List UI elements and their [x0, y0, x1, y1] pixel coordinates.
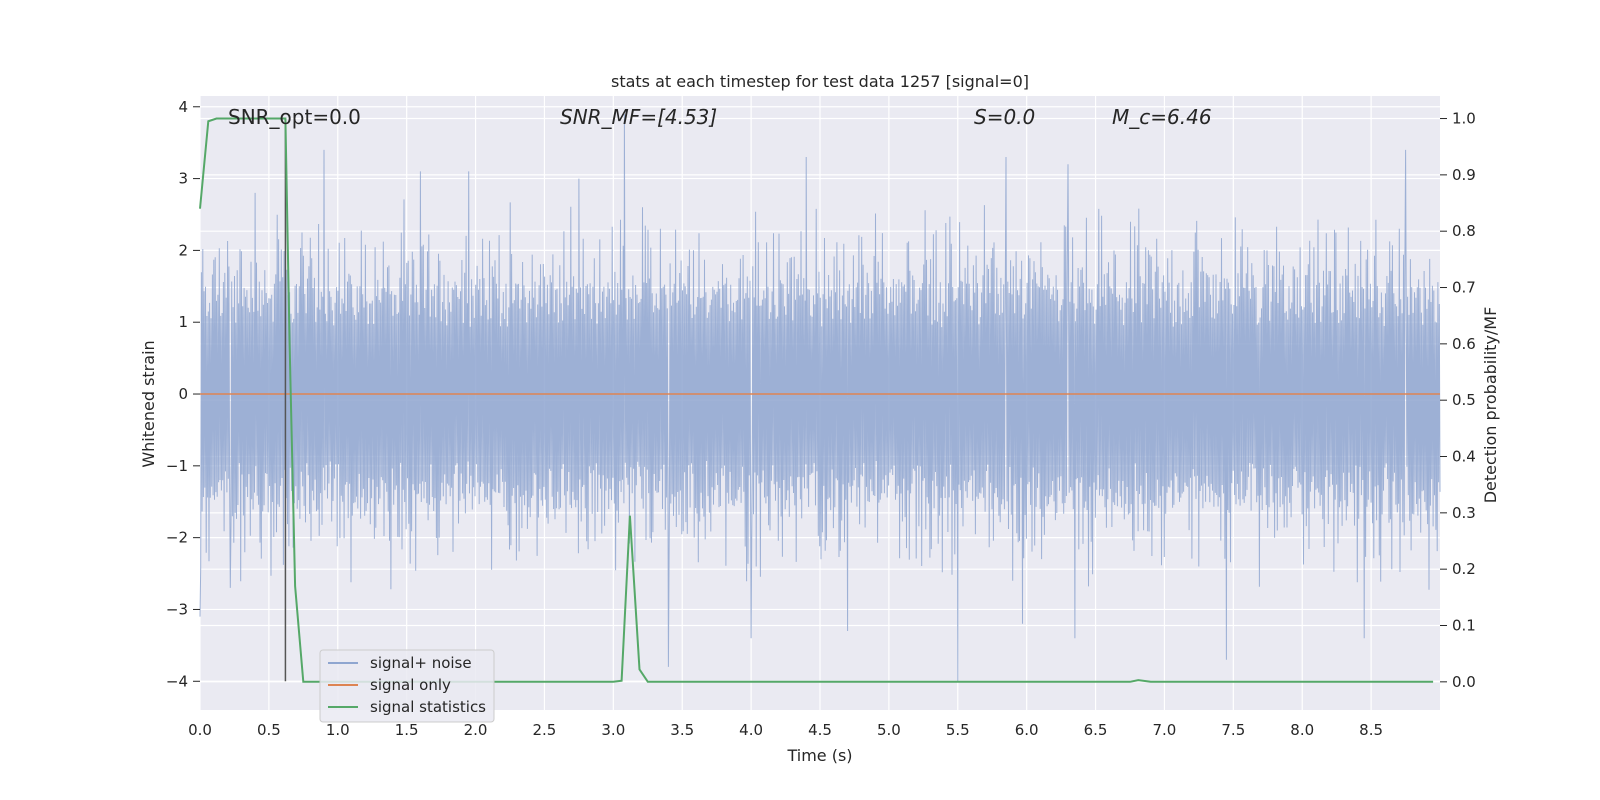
x-tick-label: 6.5 [1084, 721, 1108, 739]
x-tick-label: 2.0 [464, 721, 488, 739]
right-tick-label: 0.4 [1452, 448, 1476, 466]
y-tick-label: 0 [178, 385, 188, 403]
right-tick-label: 0.6 [1452, 335, 1476, 353]
y-tick-label: 3 [178, 170, 188, 188]
annotation-s: S=0.0 [974, 105, 1035, 129]
series-lines [199, 117, 1440, 683]
x-tick-label: 3.5 [670, 721, 694, 739]
annotation-snr-opt: SNR_opt=0.0 [228, 105, 361, 129]
right-tick-label: 1.0 [1452, 110, 1476, 128]
x-tick-label: 8.0 [1290, 721, 1314, 739]
x-tick-label: 2.5 [533, 721, 557, 739]
chart-title: stats at each timestep for test data 125… [611, 72, 1029, 91]
y-tick-label: −2 [166, 529, 188, 547]
x-tick-label: 5.5 [946, 721, 970, 739]
right-tick-label: 0.7 [1452, 279, 1476, 297]
y-tick-label: 2 [178, 241, 188, 259]
x-axis-label: Time (s) [786, 746, 852, 765]
legend-label-signal-only: signal only [370, 676, 451, 694]
right-tick-label: 0.5 [1452, 391, 1476, 409]
x-tick-label: 7.0 [1153, 721, 1177, 739]
y-axis-ticks: −4 −3 −2 −1 0 1 2 3 4 [166, 98, 200, 690]
x-tick-label: 3.0 [601, 721, 625, 739]
right-tick-label: 0.2 [1452, 560, 1476, 578]
x-tick-label: 4.0 [739, 721, 763, 739]
right-tick-label: 0.9 [1452, 166, 1476, 184]
right-tick-label: 0.3 [1452, 504, 1476, 522]
y-tick-label: −3 [166, 600, 188, 618]
y-tick-label: −4 [166, 672, 188, 690]
x-tick-label: 7.5 [1221, 721, 1245, 739]
legend: signal+ noise signal only signal statist… [319, 649, 495, 723]
x-tick-label: 8.5 [1359, 721, 1383, 739]
signal-statistics-line [199, 117, 1434, 683]
right-tick-label: 0.0 [1452, 673, 1476, 691]
y-tick-label: 1 [178, 313, 188, 331]
right-axis-label: Detection probability/MF [1481, 307, 1500, 504]
x-tick-label: 5.0 [877, 721, 901, 739]
x-tick-label: 1.5 [395, 721, 419, 739]
y-axis-label: Whitened strain [139, 340, 158, 467]
x-axis-ticks: 0.0 0.5 1.0 1.5 2.0 2.5 3.0 3.5 4.0 4.5 5.0 5.5 6.0 6… [188, 721, 1383, 739]
annotation-snr-mf: SNR_MF=[4.53] [560, 105, 717, 129]
legend-label-signal-statistics: signal statistics [370, 698, 486, 716]
x-tick-label: 0.0 [188, 721, 212, 739]
right-tick-label: 0.8 [1452, 222, 1476, 240]
right-tick-label: 0.1 [1452, 617, 1476, 635]
x-tick-label: 1.0 [326, 721, 350, 739]
legend-label-signal-noise: signal+ noise [370, 654, 472, 672]
x-tick-label: 0.5 [257, 721, 281, 739]
series-signal-noise [199, 113, 1441, 682]
y-tick-label: −1 [166, 457, 188, 475]
y-tick-label: 4 [178, 98, 188, 116]
legend-box [319, 649, 495, 723]
x-tick-label: 6.0 [1015, 721, 1039, 739]
right-axis-ticks: 0.0 0.1 0.2 0.3 0.4 0.5 0.6 0.7 0.8 0.9 1.0 [1440, 110, 1476, 691]
noise-trace [199, 113, 1441, 682]
x-tick-label: 4.5 [808, 721, 832, 739]
annotation-mc: M_c=6.46 [1112, 105, 1212, 129]
